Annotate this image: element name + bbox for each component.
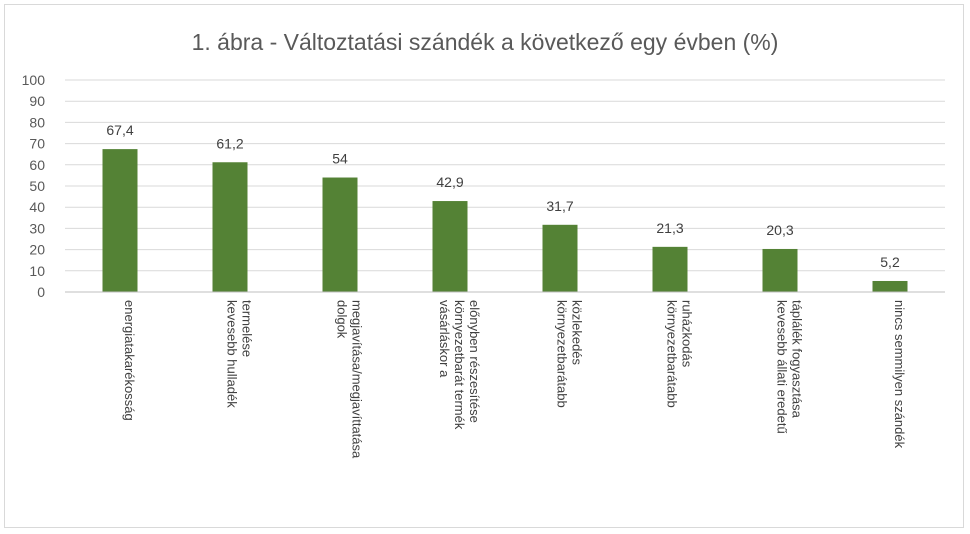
y-tick-label: 10: [29, 263, 45, 279]
y-tick-label: 40: [29, 199, 45, 215]
bars: [102, 149, 908, 292]
category-label-line: vásárláskor a: [437, 300, 452, 378]
category-label-line: megjavítása/megjavíttatása: [350, 300, 365, 459]
category-label-line: környezetbarát termék: [452, 300, 467, 430]
category-label-line: termelése: [240, 300, 255, 357]
gridlines: [65, 79, 945, 272]
y-tick-label: 0: [37, 284, 45, 300]
category-label-line: környezetbarátabb: [665, 300, 680, 408]
bar: [432, 201, 468, 292]
data-label: 67,4: [106, 122, 133, 138]
category-label: kevesebb hulladék termelése: [225, 300, 255, 408]
category-label-line: ruházkodás: [680, 300, 695, 368]
bar: [542, 224, 578, 292]
y-tick-label: 80: [29, 114, 45, 130]
data-label: 21,3: [656, 220, 683, 236]
y-axis-tick-labels: 0 10 20 30 40 50 60 70 80 90 100: [22, 72, 46, 300]
chart-frame: [4, 4, 964, 528]
category-label-line: előnyben részesítése: [467, 300, 482, 423]
chart-title: 1. ábra - Változtatási szándék a követke…: [192, 29, 779, 55]
category-label-line: kevesebb állati eredetű: [775, 300, 790, 434]
y-tick-label: 60: [29, 157, 45, 173]
data-label: 42,9: [436, 174, 463, 190]
y-tick-label: 90: [29, 93, 45, 109]
category-label-line: környezetbarátabb: [555, 300, 570, 408]
data-label: 20,3: [766, 222, 793, 238]
category-label: vásárláskor a környezetbarát termék előnyb…: [437, 300, 482, 430]
category-label: energiatakarékosság: [122, 300, 137, 421]
category-label-line: dolgok: [335, 300, 350, 339]
category-label: környezetbarátabb ruházkodás: [665, 300, 695, 408]
data-label: 5,2: [880, 254, 900, 270]
bar: [872, 280, 908, 292]
data-label: 31,7: [546, 198, 573, 214]
category-label: kevesebb állati eredetű táplálék fogyaszt…: [775, 300, 805, 434]
category-label-line: nincs semmilyen szándék: [892, 300, 907, 449]
category-label-line: kevesebb hulladék: [225, 300, 240, 408]
y-tick-label: 100: [22, 72, 46, 88]
bar: [322, 177, 358, 292]
bar: [212, 162, 248, 292]
category-label-line: táplálék fogyasztása: [790, 300, 805, 419]
category-label-line: közlekedés: [570, 300, 585, 366]
category-label-line: energiatakarékosság: [122, 300, 137, 421]
bar: [652, 246, 688, 292]
y-tick-label: 30: [29, 220, 45, 236]
data-labels: 67,4 61,2 54 42,9 31,7 21,3 20,3 5,2: [106, 122, 900, 270]
y-tick-label: 50: [29, 178, 45, 194]
bar: [102, 149, 138, 292]
y-tick-label: 20: [29, 242, 45, 258]
category-label: környezetbarátabb közlekedés: [555, 300, 585, 408]
data-label: 61,2: [216, 135, 243, 151]
data-label: 54: [332, 151, 348, 167]
category-labels: energiatakarékosság kevesebb hulladék term…: [122, 300, 907, 459]
category-label: nincs semmilyen szándék: [892, 300, 907, 449]
bar: [762, 248, 798, 292]
category-label: dolgok megjavítása/megjavíttatása: [335, 300, 365, 459]
y-tick-label: 70: [29, 136, 45, 152]
